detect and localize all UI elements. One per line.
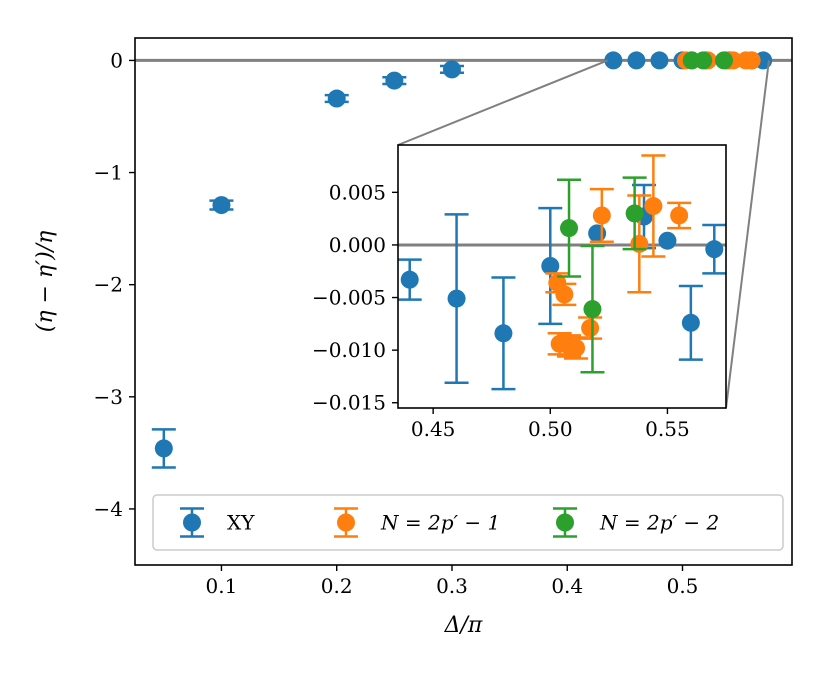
data-point	[541, 256, 560, 275]
y-tick-label: −0.010	[312, 338, 386, 362]
data-point	[400, 270, 419, 289]
y-tick-label: −4	[94, 497, 123, 521]
data-point	[588, 224, 607, 243]
data-point	[650, 51, 669, 70]
data-point	[625, 204, 644, 223]
legend-marker	[183, 513, 201, 532]
inset-series-n1	[545, 154, 692, 360]
y-axis-label: (η − η′)/η	[33, 231, 58, 333]
data-point	[581, 319, 600, 338]
data-point	[627, 51, 646, 70]
data-point	[592, 206, 611, 225]
inset-series-n2	[557, 176, 647, 374]
x-tick-label: 0.1	[206, 574, 238, 598]
data-point	[212, 196, 231, 215]
y-tick-label: −1	[94, 161, 123, 185]
y-tick-label: −2	[94, 273, 123, 297]
connector-right	[725, 60, 770, 409]
main-series-n2	[682, 51, 733, 70]
legend-entry: N = 2p′ − 2	[553, 507, 719, 538]
y-tick-label: 0	[110, 48, 123, 72]
data-point	[583, 300, 602, 319]
data-point	[447, 289, 466, 308]
data-point	[442, 60, 461, 79]
data-point	[658, 231, 677, 250]
data-point	[644, 197, 663, 216]
y-tick-label: −3	[94, 385, 123, 409]
data-point	[705, 240, 724, 259]
data-point	[681, 313, 700, 332]
data-point	[742, 51, 761, 70]
data-point	[694, 51, 713, 70]
y-tick-label: −0.015	[312, 391, 386, 415]
legend-entry: XY	[180, 507, 255, 538]
legend: XY N = 2p′ − 1 N = 2p′ − 2	[152, 494, 784, 551]
legend-label: N = 2p′ − 2	[599, 511, 719, 535]
x-tick-label: 0.2	[321, 574, 353, 598]
x-tick-label: 0.3	[436, 574, 468, 598]
legend-label: XY	[227, 511, 255, 535]
y-tick-label: 0.000	[329, 233, 386, 257]
data-point	[327, 89, 346, 108]
data-point	[555, 285, 574, 304]
x-tick-label: 0.50	[528, 417, 573, 441]
legend-entry: N = 2p′ − 1	[334, 507, 500, 538]
inset-axes: 0.45 0.50 0.55 0.005 0.000 −0.005 −0.010 −0.015	[312, 144, 727, 441]
x-tick-label: 0.55	[645, 417, 690, 441]
connector-left	[397, 59, 608, 146]
x-tick-label: 0.5	[667, 574, 699, 598]
legend-marker	[337, 513, 355, 532]
data-point	[604, 51, 623, 70]
data-point	[714, 51, 733, 70]
data-point	[154, 439, 173, 458]
y-tick-label: 0.005	[329, 180, 386, 204]
x-tick-label: 0.4	[551, 574, 583, 598]
y-tick-label: −0.005	[312, 286, 386, 310]
zoom-connectors	[397, 59, 770, 409]
legend-frame	[152, 494, 784, 551]
data-point	[670, 206, 689, 225]
main-frame	[134, 37, 793, 566]
x-tick-label: 0.45	[411, 417, 456, 441]
data-point	[494, 324, 513, 343]
legend-label: N = 2p′ − 1	[380, 511, 500, 535]
x-axis-label: Δ/π	[444, 613, 483, 638]
legend-marker	[556, 513, 574, 532]
data-point	[560, 219, 579, 238]
inset-frame	[397, 144, 727, 409]
data-point	[567, 339, 586, 358]
data-point	[385, 71, 404, 90]
